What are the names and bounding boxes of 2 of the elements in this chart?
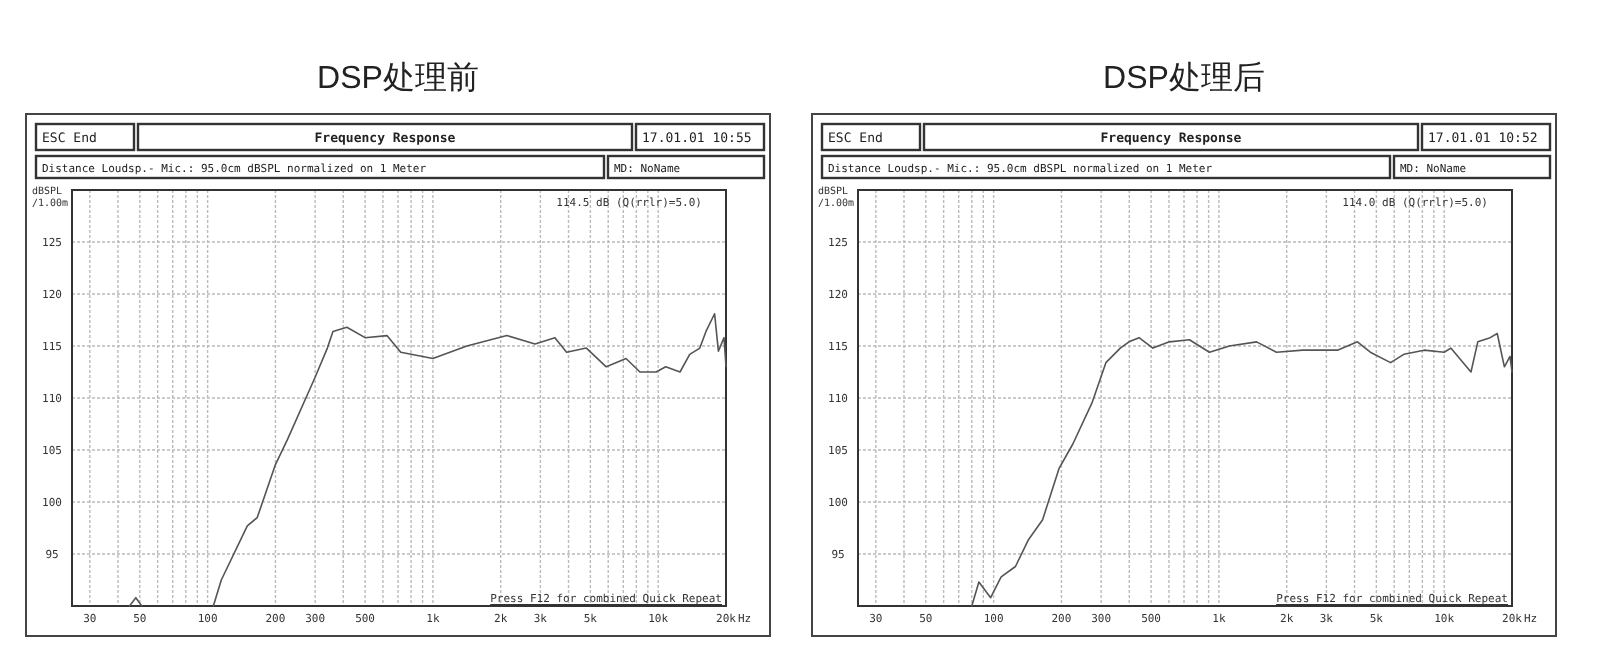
chart-title: DSP处理前 xyxy=(317,60,479,96)
chart-title: DSP处理后 xyxy=(1103,60,1265,96)
